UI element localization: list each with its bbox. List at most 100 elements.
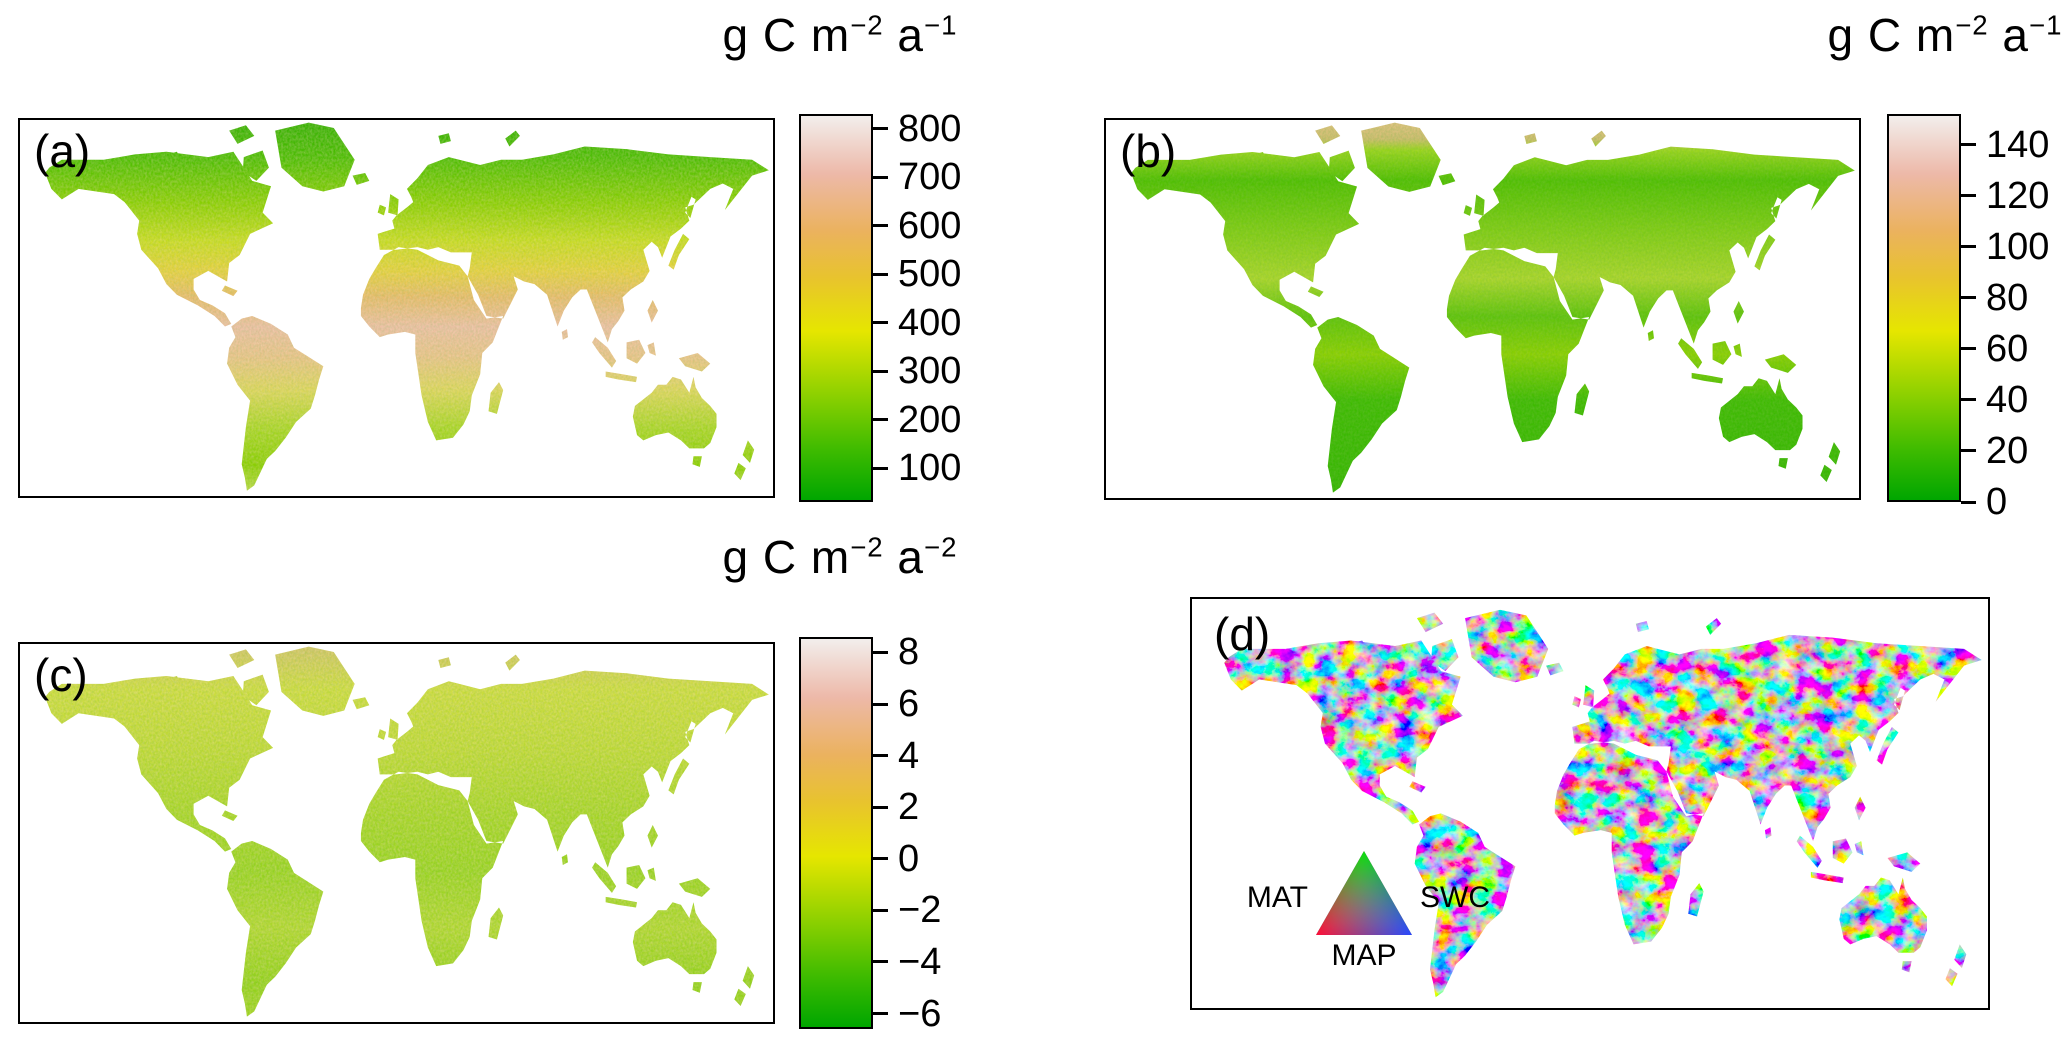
tick-label: 2	[898, 786, 920, 829]
colorbar-tick: 400	[873, 304, 961, 342]
tick-mark	[873, 960, 888, 964]
tick-label: 6	[898, 683, 920, 726]
unit-title-b: g C m−2 a−1	[1755, 8, 2067, 62]
colorbar-tick: 60	[1961, 330, 2028, 368]
map-panel-d: (d) MAT SWC MAP	[1190, 597, 1990, 1010]
colorbar-tick: −6	[873, 995, 941, 1033]
tick-label: 700	[898, 156, 962, 199]
tick-label: 200	[898, 398, 962, 441]
tick-mark	[1961, 194, 1976, 198]
colorbar-b: 140 120 100 80 60 40 20 0	[1887, 114, 2067, 521]
tick-label: 40	[1986, 378, 2029, 421]
map-panel-c: (c)	[18, 642, 775, 1024]
colorbar-tick: 200	[873, 401, 961, 439]
tick-mark	[873, 857, 888, 861]
colorbar-tick: −4	[873, 943, 941, 981]
tick-mark	[1961, 398, 1976, 402]
colorbar-tick: 4	[873, 737, 919, 775]
legend-label-swc: SWC	[1420, 881, 1490, 914]
colorbar-tick: 140	[1961, 126, 2049, 164]
tick-mark	[873, 805, 888, 809]
colorbar-c: 8 6 4 2 0 −2 −4 −6	[799, 633, 979, 1033]
colorbar-tick: 800	[873, 110, 961, 148]
unit-text: g C m	[1827, 9, 1956, 61]
unit-title-a: g C m−2 a−1	[650, 8, 1030, 62]
colorbar-tick: 8	[873, 633, 919, 671]
tick-label: 500	[898, 253, 962, 296]
ternary-legend: MAT SWC MAP	[1247, 849, 1490, 971]
colorbar-ticks-c: 8 6 4 2 0 −2 −4 −6	[873, 633, 1023, 1033]
world-map-b	[1131, 122, 1855, 493]
tick-label: 20	[1986, 429, 2029, 472]
colorbar-gradient-a	[799, 114, 873, 502]
colorbar-tick: 600	[873, 207, 961, 245]
unit-exponent: −2	[924, 531, 958, 563]
tick-mark	[1961, 296, 1976, 300]
unit-exponent: −2	[1955, 9, 1989, 41]
legend-label-map: MAP	[1331, 939, 1397, 972]
map-panel-a: (a)	[18, 118, 775, 498]
tick-label: 800	[898, 107, 962, 150]
tick-mark	[1961, 347, 1976, 351]
panel-letter-c: (c)	[34, 649, 88, 701]
tick-label: 300	[898, 350, 962, 393]
colorbar-ticks-a: 800 700 600 500 400 300 200 100	[873, 110, 1023, 502]
tick-label: 100	[898, 447, 962, 490]
panel-letter-d: (d)	[1214, 608, 1271, 660]
tick-mark	[1961, 500, 1976, 504]
colorbar-gradient-c	[799, 637, 873, 1029]
unit-text: a	[1988, 9, 2030, 61]
tick-mark	[873, 650, 888, 654]
unit-title-c: g C m−2 a−2	[650, 530, 1030, 584]
colorbar-tick: −2	[873, 891, 941, 929]
legend-label-mat: MAT	[1246, 881, 1308, 914]
colorbar-tick: 100	[1961, 228, 2049, 266]
unit-exponent: −2	[850, 531, 884, 563]
tick-label: 400	[898, 301, 962, 344]
colorbar-tick: 40	[1961, 381, 2028, 419]
tick-label: 4	[898, 734, 920, 777]
unit-text: a	[883, 531, 925, 583]
colorbar-tick: 300	[873, 352, 961, 390]
colorbar-a: 800 700 600 500 400 300 200 100	[799, 110, 1019, 502]
tick-mark	[873, 127, 888, 131]
tick-mark	[1961, 245, 1976, 249]
tick-label: 80	[1986, 276, 2029, 319]
colorbar-tick: 100	[873, 449, 961, 487]
world-map-a	[45, 122, 769, 491]
tick-mark	[873, 702, 888, 706]
tick-mark	[873, 224, 888, 228]
tick-label: −4	[898, 940, 942, 983]
map-panel-b: (b)	[1104, 118, 1861, 500]
colorbar-gradient-b	[1887, 114, 1961, 502]
colorbar-tick: 120	[1961, 177, 2049, 215]
tick-label: 100	[1986, 225, 2050, 268]
tick-label: 140	[1986, 123, 2050, 166]
tick-mark	[1961, 449, 1976, 453]
unit-exponent: −1	[924, 9, 958, 41]
tick-label: −6	[898, 992, 942, 1035]
unit-text: g C m	[722, 531, 851, 583]
unit-exponent: −1	[2029, 9, 2063, 41]
tick-label: 120	[1986, 174, 2050, 217]
tick-label: 8	[898, 631, 920, 674]
tick-label: 600	[898, 204, 962, 247]
tick-mark	[873, 466, 888, 470]
world-map-c	[45, 646, 769, 1017]
tick-mark	[873, 369, 888, 373]
tick-mark	[873, 754, 888, 758]
tick-label: 0	[898, 837, 920, 880]
tick-mark	[873, 321, 888, 325]
colorbar-tick: 2	[873, 788, 919, 826]
tick-label: 60	[1986, 327, 2029, 370]
colorbar-ticks-b: 140 120 100 80 60 40 20 0	[1961, 114, 2067, 521]
tick-mark	[873, 175, 888, 179]
tick-mark	[873, 272, 888, 276]
panel-letter-a: (a)	[34, 125, 91, 177]
unit-text: a	[883, 9, 925, 61]
tick-mark	[873, 1012, 888, 1016]
tick-mark	[873, 908, 888, 912]
tick-label: −2	[898, 889, 942, 932]
unit-text: g C m	[722, 9, 851, 61]
